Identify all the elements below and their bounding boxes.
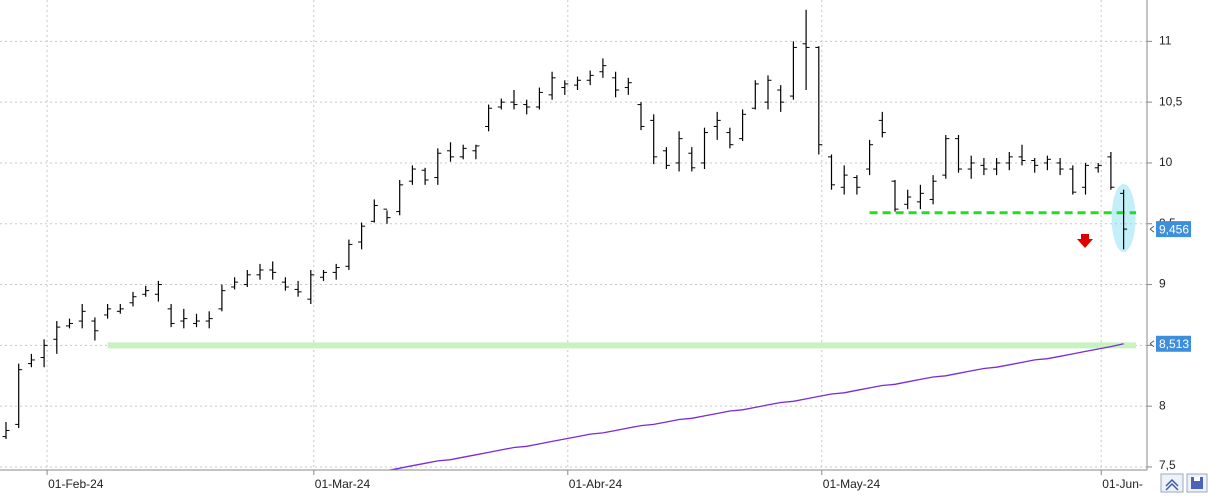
y-tick-label: 11	[1159, 34, 1172, 48]
x-tick-label: 01-Feb-24	[48, 477, 104, 491]
price-pointer	[1149, 225, 1155, 233]
y-tick-label: 10,5	[1159, 94, 1183, 108]
price-tag-label: 8,513	[1159, 337, 1189, 351]
y-tick-label: 9	[1159, 277, 1166, 291]
plot-area	[2, 9, 1136, 470]
toolbar	[1160, 473, 1208, 493]
x-tick-label: 01-May-24	[823, 477, 881, 491]
x-tick-label: 01-Abr-24	[569, 477, 623, 491]
y-tick-label: 8	[1159, 398, 1166, 412]
save-icon-slot	[1194, 477, 1200, 481]
down-arrow	[1077, 234, 1093, 248]
x-tick-label: 01-Mar-24	[315, 477, 371, 491]
price-tag-label: 9,456	[1159, 222, 1189, 236]
x-tick-label: 01-Jun-	[1102, 477, 1143, 491]
price-tag	[1156, 335, 1191, 352]
y-tick-label: 7,5	[1159, 458, 1176, 472]
axes: 7,588,599,51010,51101-Feb-2401-Mar-2401-…	[46, 34, 1191, 491]
price-pointer	[1149, 340, 1155, 348]
grid	[0, 0, 1147, 470]
zoom-icon	[1165, 478, 1179, 491]
price-tag	[1156, 221, 1191, 238]
y-tick-label: 10	[1159, 155, 1173, 169]
moving-average-line	[386, 343, 1124, 470]
